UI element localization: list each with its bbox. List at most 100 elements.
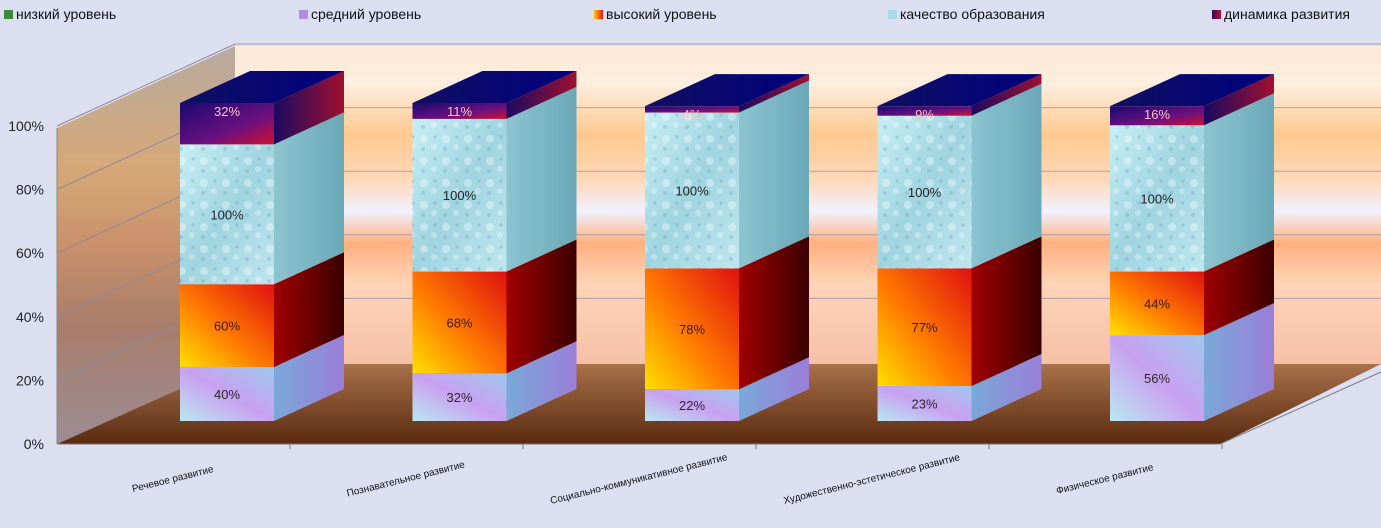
legend-item-quality: качество образования xyxy=(888,6,1045,22)
bar-segment-side xyxy=(739,80,809,269)
bar-segment-side xyxy=(739,357,809,421)
bar-top xyxy=(180,71,344,103)
bar-stack: 32% 68% 100% 11% xyxy=(412,71,577,421)
bar-segment xyxy=(877,268,972,387)
bar-segment-side xyxy=(506,341,577,421)
x-axis-ticks: Речевое развитие Познавательное развитие С… xyxy=(131,444,1223,507)
bar-segment-side xyxy=(971,74,1042,116)
bar-segment-side xyxy=(971,354,1042,421)
bar-segment-texture xyxy=(412,118,507,272)
legend-label-low: низкий уровень xyxy=(16,6,117,22)
legend-swatch-low xyxy=(4,9,13,19)
legend-swatch-medium xyxy=(299,9,308,19)
bar-segment-side xyxy=(1204,303,1274,421)
bar-segment-texture xyxy=(1110,125,1204,272)
legend-label-medium: средний уровень xyxy=(311,6,422,22)
x-tick-label: Художественно-эстетическое развитие xyxy=(783,452,962,507)
legend-item-low: низкий уровень xyxy=(4,6,116,22)
bar-segment xyxy=(645,268,739,390)
bar-segment-texture xyxy=(180,144,274,285)
bar-segment xyxy=(1110,271,1204,336)
bar-segment xyxy=(180,103,274,145)
y-tick-label: 0% xyxy=(24,436,44,452)
bar-segment-side xyxy=(739,74,809,113)
bar-stack: 40% 60% 100% 32% xyxy=(180,71,344,421)
bar-segment xyxy=(877,106,972,116)
bar-segment xyxy=(412,103,507,119)
data-label: 56% xyxy=(1144,371,1170,386)
gridline-side xyxy=(56,43,236,127)
legend-swatch-high xyxy=(594,9,603,19)
bar-segment-side xyxy=(1204,239,1274,336)
data-label: 100% xyxy=(675,183,709,198)
bar-segment-side xyxy=(506,86,577,272)
x-tick-label: Физическое развитие xyxy=(1055,462,1155,497)
bar-segment-side xyxy=(274,334,344,421)
data-label: 100% xyxy=(908,185,942,200)
y-tick-label: 20% xyxy=(16,372,44,388)
data-label: 100% xyxy=(1140,191,1174,206)
bar-segment-side xyxy=(506,239,577,374)
legend: низкий уровень средний уровень высокий у… xyxy=(0,6,1381,28)
bar-top xyxy=(1110,74,1274,107)
bar-segment-side xyxy=(739,236,809,390)
bar-top xyxy=(412,71,577,103)
legend-label-high: высокий уровень xyxy=(606,6,717,22)
bar-segment-texture xyxy=(877,115,972,269)
x-tick-label: Социально-коммуникативное развитие xyxy=(549,452,729,507)
data-label: 77% xyxy=(911,320,937,335)
legend-item-high: высокий уровень xyxy=(594,6,717,22)
data-label: 4% xyxy=(683,107,702,122)
data-label: 44% xyxy=(1144,296,1170,311)
bar-segment xyxy=(1110,106,1204,126)
bars: 40% 60% 100% 32% 32% 68% 100% 11% 22% 78% 100% 4% 23… xyxy=(180,71,1274,421)
bar-segment-side xyxy=(971,83,1042,269)
bar-segment-side xyxy=(971,236,1042,387)
legend-label-dynamics: динамика развития xyxy=(1224,6,1350,22)
data-label: 60% xyxy=(214,319,240,334)
y-tick-label: 60% xyxy=(16,245,44,261)
legend-swatch-quality xyxy=(888,9,897,19)
bar-segment xyxy=(180,284,274,367)
bar-top xyxy=(877,74,1042,107)
x-tick-label: Речевое развитие xyxy=(131,464,215,495)
bar-segment xyxy=(1110,335,1204,421)
bar-segment-side xyxy=(274,252,344,367)
bar-segment-side xyxy=(506,71,577,119)
data-label: 32% xyxy=(446,390,472,405)
data-label: 100% xyxy=(443,188,477,203)
data-label: 78% xyxy=(679,322,705,337)
bar-segment xyxy=(412,373,507,421)
data-label: 11% xyxy=(447,104,472,119)
bar-segment-side xyxy=(274,71,344,145)
bar-segment-side xyxy=(274,112,344,285)
bar-stack: 56% 44% 100% 16% xyxy=(1110,74,1274,421)
bar-segment-texture xyxy=(645,112,739,269)
y-tick-label: 100% xyxy=(8,118,44,134)
y-tick-label: 80% xyxy=(16,182,44,198)
bar-top xyxy=(645,74,809,107)
bar-segment xyxy=(180,366,274,421)
y-axis-ticks: 0% 20% 40% 60% 80% 100% xyxy=(8,118,44,452)
x-tick-label: Познавательное развитие xyxy=(346,459,467,499)
data-label: 23% xyxy=(911,397,937,412)
legend-swatch-dynamics xyxy=(1212,9,1221,19)
bar-segment xyxy=(645,106,739,113)
y-tick-label: 40% xyxy=(16,309,44,325)
data-label: 40% xyxy=(214,387,240,402)
bar-segment-side xyxy=(1204,93,1274,272)
bar-segment xyxy=(412,271,507,374)
bar-segment xyxy=(877,386,972,421)
data-label: 68% xyxy=(446,315,472,330)
legend-item-dynamics: динамика развития xyxy=(1212,6,1350,22)
data-label: 32% xyxy=(214,104,240,119)
legend-label-quality: качество образования xyxy=(900,6,1045,22)
floor-right-edge xyxy=(1219,371,1381,445)
data-label: 9% xyxy=(915,107,934,122)
data-label: 16% xyxy=(1144,107,1170,122)
bar-stack: 23% 77% 100% 9% xyxy=(877,74,1042,421)
bar-stack: 22% 78% 100% 4% xyxy=(645,74,809,421)
bar-segment xyxy=(645,389,739,421)
data-label: 22% xyxy=(679,398,705,413)
